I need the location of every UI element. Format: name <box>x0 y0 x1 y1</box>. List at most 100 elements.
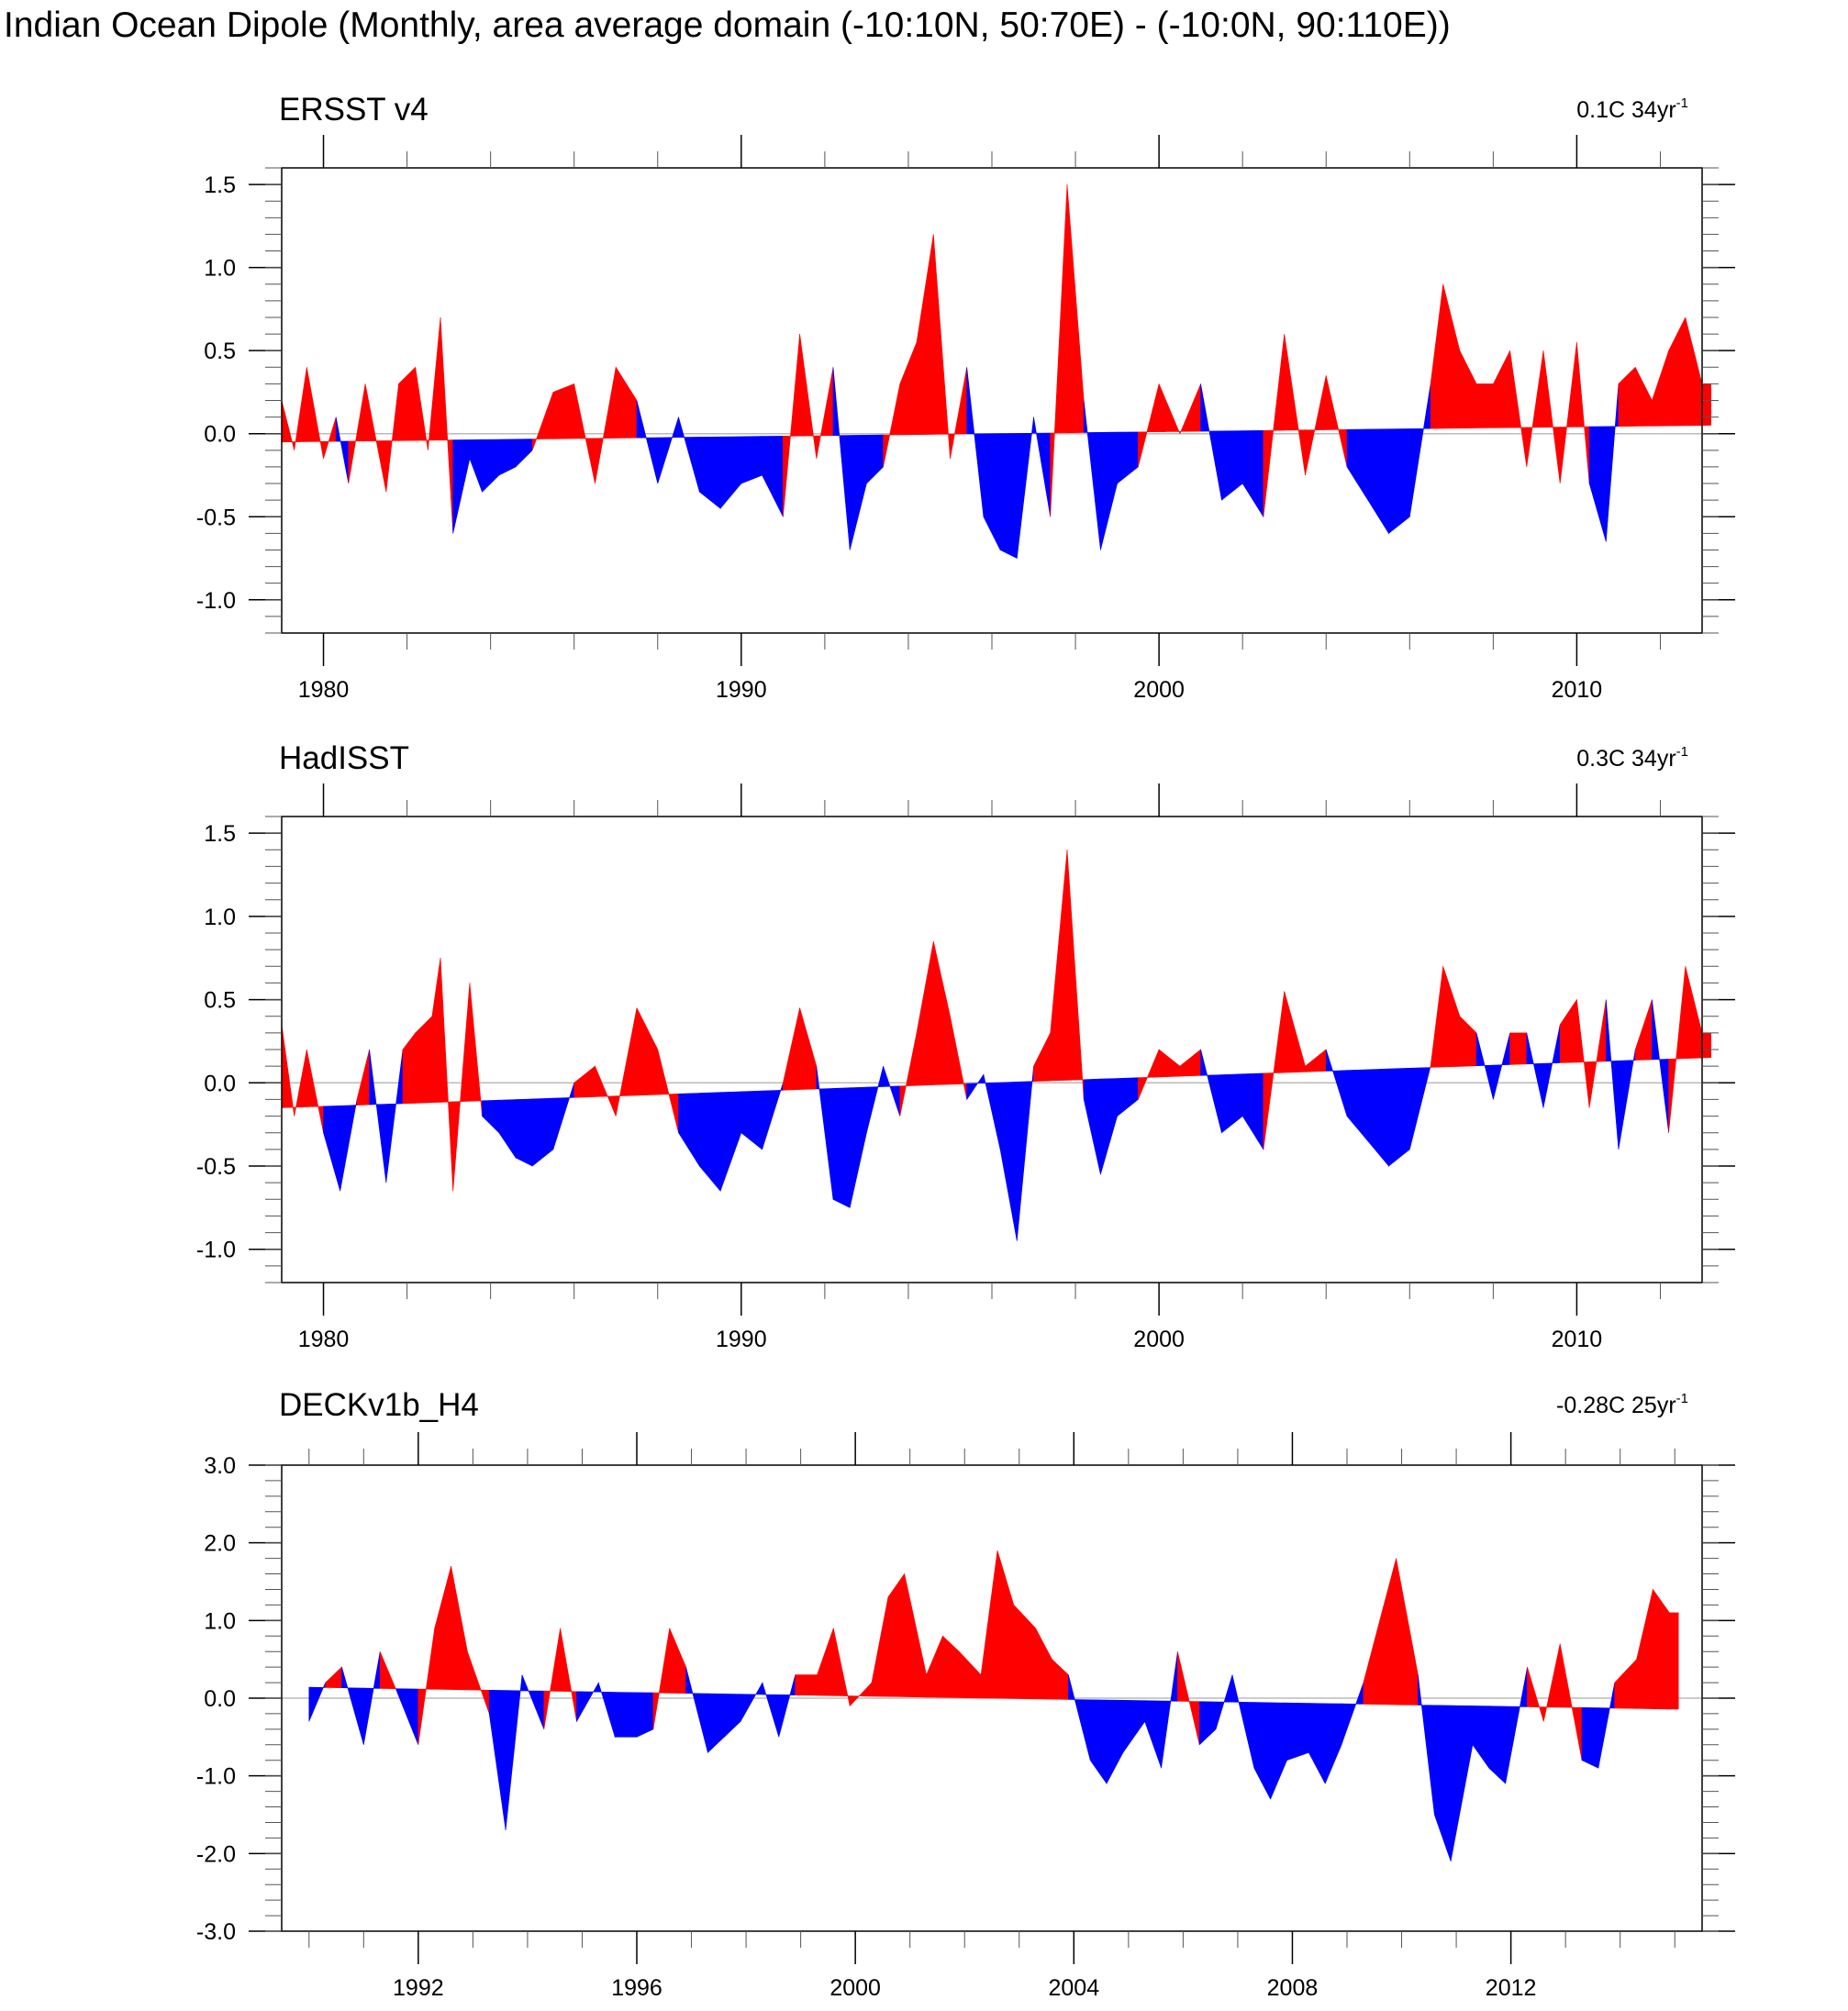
panel-2-segment-20 <box>573 1065 596 1098</box>
panel-1-segment-42 <box>983 433 1001 550</box>
panel-2-segment-8 <box>385 1049 404 1183</box>
panel-1-segment-53 <box>1179 383 1201 434</box>
panel-1-segment-57 <box>1263 334 1285 517</box>
panel-3-segment-40 <box>1013 1604 1036 1700</box>
panel-1-segment-52 <box>1158 383 1181 434</box>
panel-3-segment-58 <box>1341 1683 1364 1745</box>
panel-2-ytick-label: 0.0 <box>204 1071 236 1096</box>
panel-2-segment-52 <box>1158 1049 1181 1078</box>
panel-3-segment-71 <box>1581 1706 1599 1769</box>
panel-3-segment-54 <box>1270 1702 1287 1800</box>
panel-2-segment-5 <box>340 1099 358 1192</box>
panel-2-segment-31 <box>799 1007 818 1090</box>
panel-2-segment-11 <box>431 958 441 1104</box>
panel-3-segment-67 <box>1505 1667 1528 1784</box>
panel-3-segment-23 <box>707 1693 725 1753</box>
panel-3-segment-75 <box>1653 1588 1670 1710</box>
panel-2-segment-21 <box>595 1065 617 1117</box>
panel-3-ytick-label: -3.0 <box>196 1919 236 1945</box>
panel-3-segment-44 <box>1089 1699 1108 1785</box>
panel-2-segment-28 <box>740 1090 763 1150</box>
panel-1-segment-27 <box>719 436 742 510</box>
panel-2-segment-26 <box>698 1092 721 1193</box>
panel-3-ytick-label: 1.0 <box>204 1608 236 1634</box>
panel-3-segment-30 <box>832 1628 851 1706</box>
panel-2-segment-55 <box>1221 1073 1243 1134</box>
panel-3-segment-13 <box>521 1674 545 1730</box>
panel-2-segment-47 <box>1066 850 1085 1100</box>
panel-3-segment-61 <box>1396 1558 1419 1705</box>
panel-1-segment-11 <box>428 317 441 450</box>
panel-3-segment-17 <box>597 1683 616 1738</box>
panel-1-segment-68 <box>1475 383 1494 428</box>
panel-3-segment-37 <box>959 1650 982 1699</box>
panel-2-segment-24 <box>657 1049 679 1133</box>
panel-3-ytick-label: -1.0 <box>196 1764 236 1790</box>
panel-2-segment-53 <box>1179 1049 1201 1077</box>
panel-1-segment-31 <box>799 334 818 459</box>
panel-3-segment-41 <box>1035 1628 1052 1700</box>
panel-3-segment-15 <box>560 1628 577 1722</box>
panel-1-segment-70 <box>1509 350 1528 467</box>
panel-3-segment-32 <box>871 1596 889 1697</box>
panel-3-segment-51 <box>1215 1674 1233 1729</box>
panel-3-segment-8 <box>434 1566 451 1690</box>
panel-1-segment-55 <box>1221 430 1243 501</box>
panel-1-segment-64 <box>1409 383 1431 517</box>
panel-3-segment-25 <box>740 1681 763 1723</box>
panel-2-segment-37 <box>899 1032 918 1117</box>
panel-2-plot-frame <box>281 816 1703 1283</box>
panel-1-segment-58 <box>1284 334 1306 476</box>
panel-3-segment-57 <box>1324 1703 1342 1784</box>
panel-3-segment-2 <box>325 1666 342 1689</box>
panel-3-segment-62 <box>1418 1674 1435 1816</box>
panel-3-ytick-label: 3.0 <box>204 1453 236 1479</box>
panel-1-segment-2 <box>294 367 307 450</box>
panel-3-ytick-label: 0.0 <box>204 1686 236 1712</box>
panel-1-ytick-label: 1.5 <box>204 172 236 198</box>
panel-2-segment-72 <box>1542 1024 1561 1108</box>
panel-2-segment-67 <box>1459 1015 1477 1067</box>
panel-3-segment-63 <box>1434 1705 1452 1861</box>
panel-2-segment-10 <box>415 1015 433 1104</box>
panel-1-ytick-label: 1.0 <box>204 256 236 282</box>
panel-2-trend: 0.3C 34yr-1 <box>1576 744 1688 772</box>
panel-1-segment-29 <box>762 436 784 517</box>
panel-3-ytick-label: -2.0 <box>196 1841 236 1867</box>
panel-3-segment-5 <box>379 1651 397 1691</box>
panel-1-segment-22 <box>615 366 638 439</box>
panel-1-segment-78 <box>1634 367 1653 427</box>
panel-1-segment-67 <box>1459 350 1477 429</box>
panel-1-segment-30 <box>783 334 800 517</box>
panel-3-segment-35 <box>926 1636 943 1698</box>
panel-2-segment-42 <box>983 1074 1001 1150</box>
panel-1-segment-81 <box>1685 317 1703 427</box>
panel-1-segment-7 <box>364 383 387 493</box>
panel-3-ytick-label: 2.0 <box>204 1531 236 1557</box>
panel-1-segment-65 <box>1430 283 1443 429</box>
panel-2-segment-56 <box>1241 1072 1264 1150</box>
panel-2-ytick-label: 1.5 <box>204 821 236 847</box>
panel-2-segment-59 <box>1305 1049 1327 1072</box>
panel-3-segment-72 <box>1598 1683 1615 1769</box>
panel-3-xtick-label: 2004 <box>1048 1975 1099 2001</box>
panel-3-segment-18 <box>614 1692 638 1738</box>
panel-1-segment-50 <box>1117 431 1139 484</box>
panel-1-segment-49 <box>1100 431 1118 550</box>
panel-3-segment-42 <box>1052 1659 1069 1700</box>
panel-2-segment-68 <box>1475 1032 1494 1100</box>
panel-3-segment-29 <box>817 1628 834 1696</box>
panel-2-segment-22 <box>615 1007 638 1117</box>
panel-2-title: HadISST <box>279 740 409 776</box>
panel-2-segment-27 <box>719 1091 742 1192</box>
panel-1-segment-25 <box>678 417 700 493</box>
panel-3-segment-73 <box>1614 1658 1637 1709</box>
panel-1-xtick-label: 1990 <box>716 677 767 703</box>
panel-1-ytick-label: 0.5 <box>204 339 236 364</box>
panel-3-segment-1 <box>308 1682 326 1722</box>
panel-1-segment-32 <box>816 367 834 459</box>
panel-3-segment-50 <box>1198 1701 1217 1746</box>
panel-3-segment-26 <box>762 1683 780 1738</box>
panel-2-segment-77 <box>1618 1049 1636 1150</box>
panel-3-xtick-label: 1992 <box>393 1975 444 2001</box>
